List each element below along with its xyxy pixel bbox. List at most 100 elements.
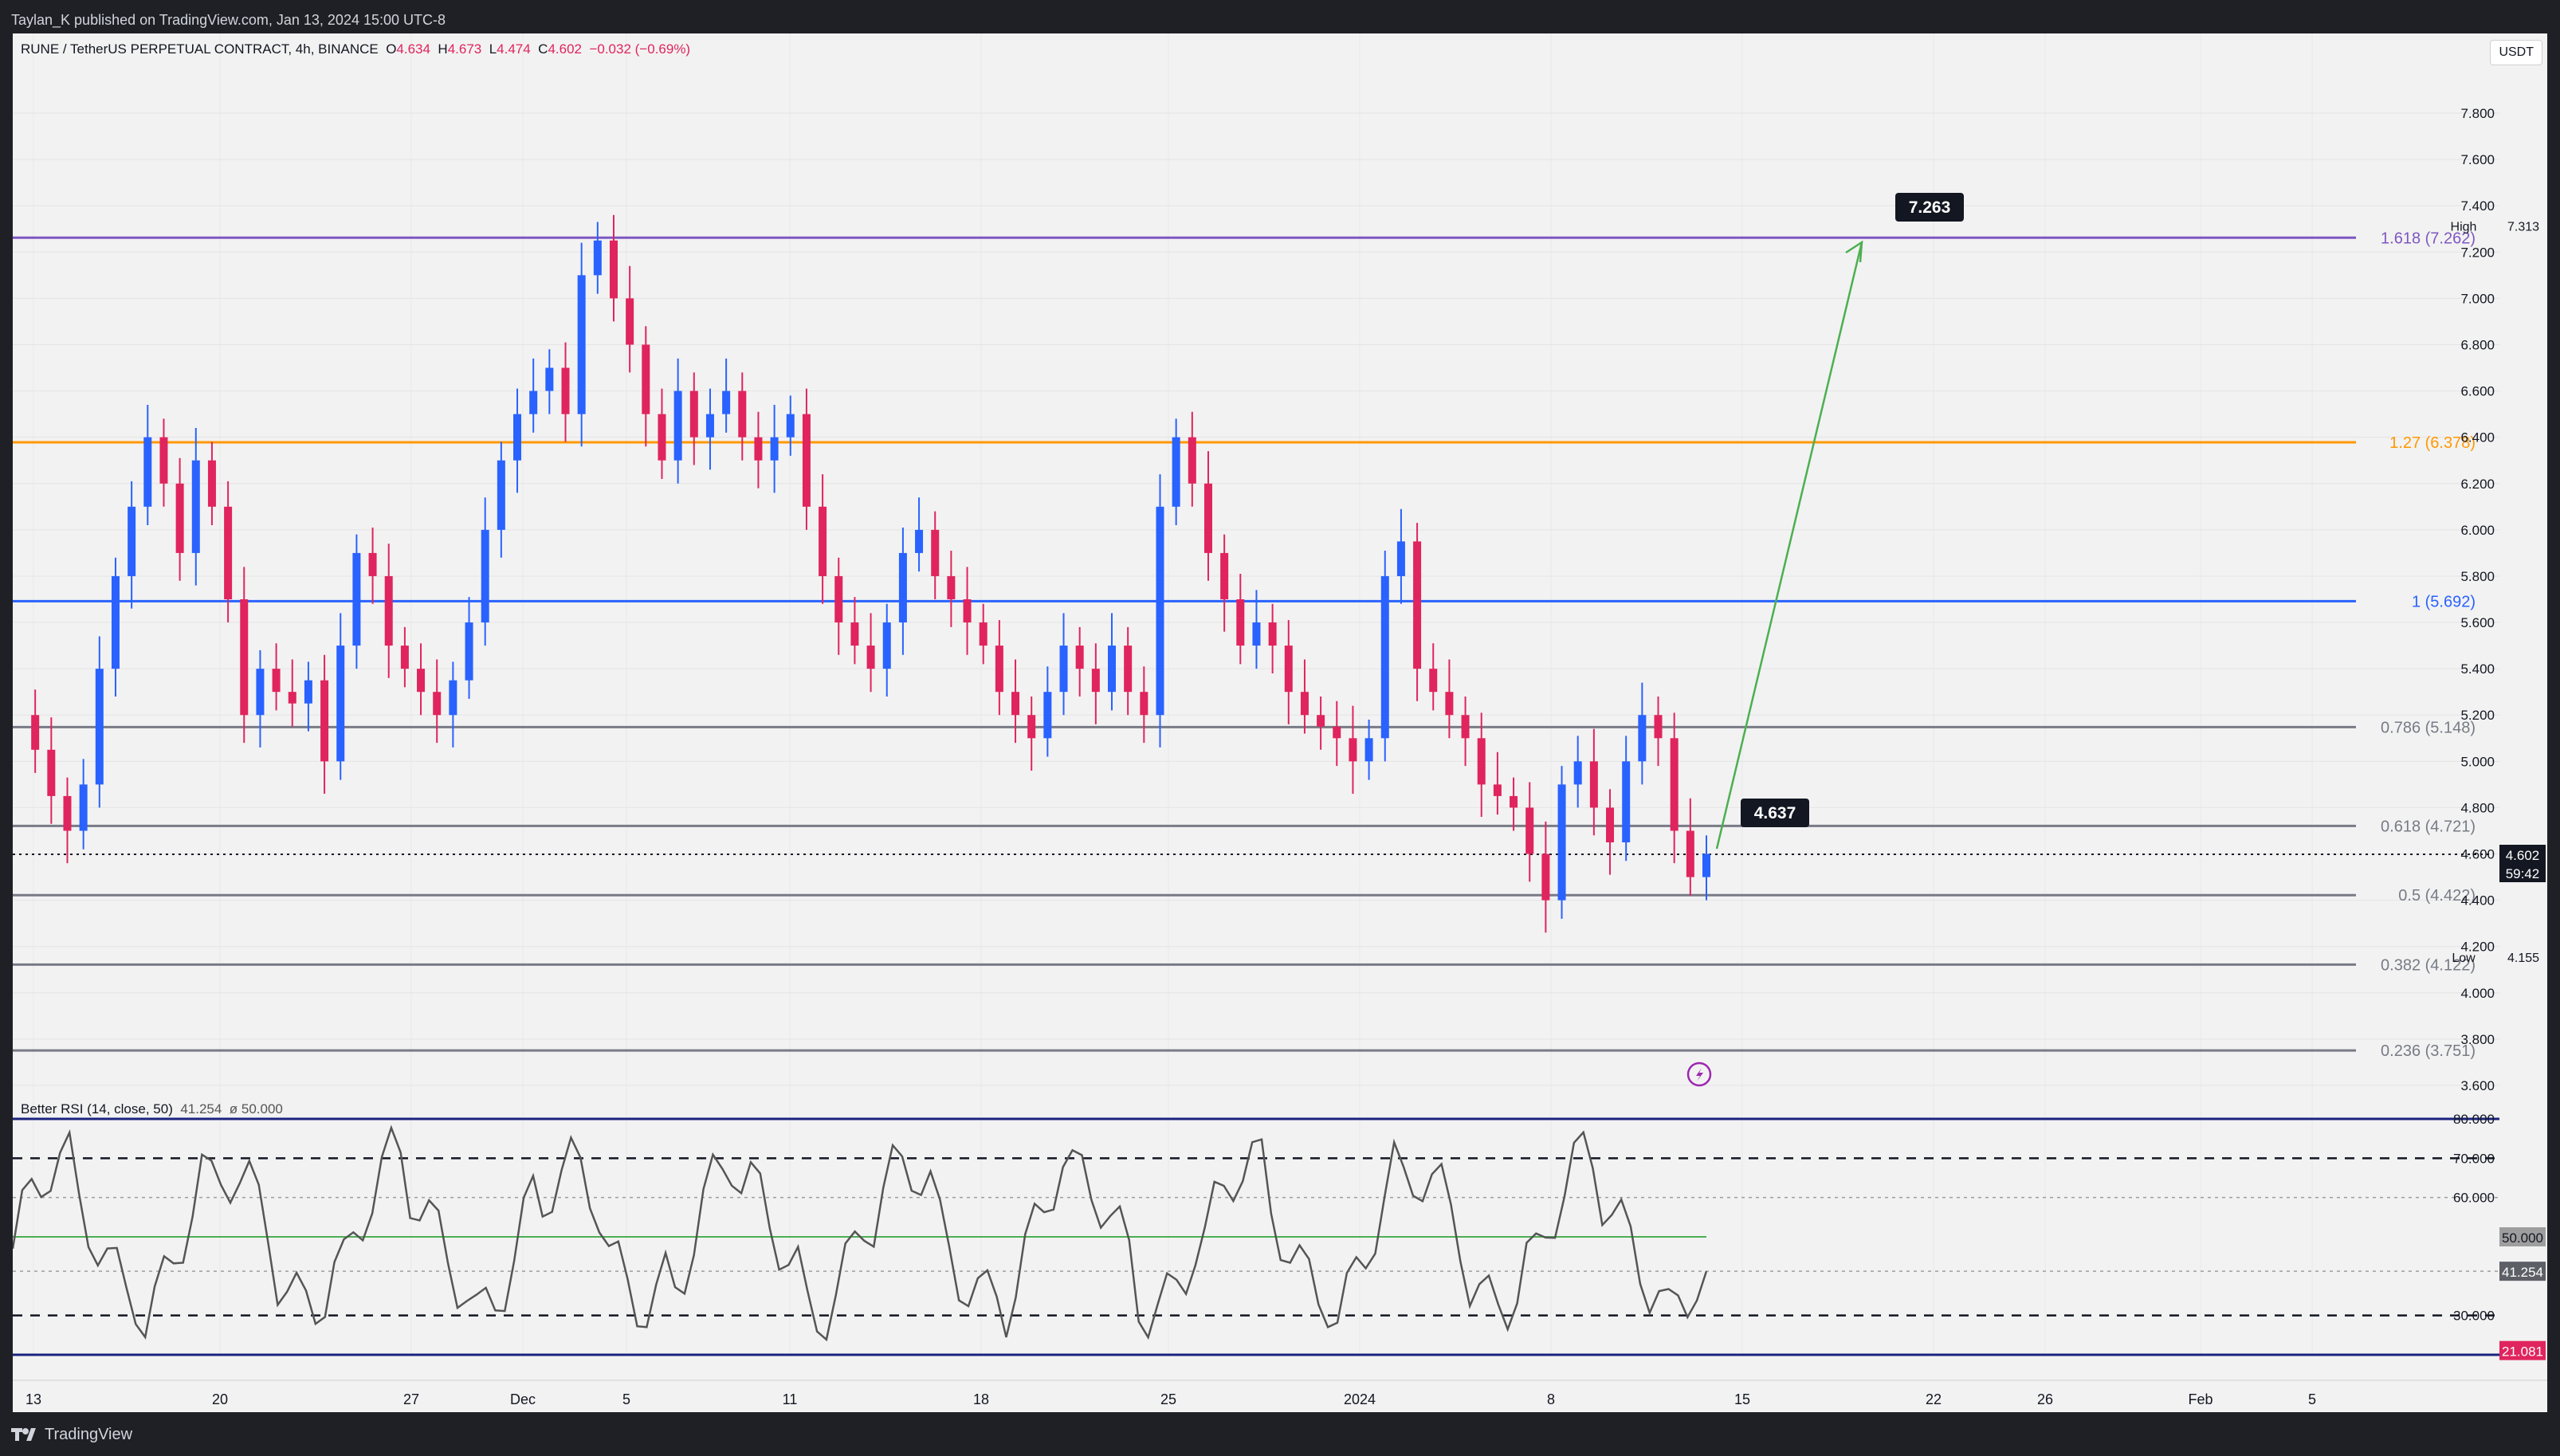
fib-label: 1 (5.692) bbox=[2412, 593, 2476, 610]
candle-body bbox=[449, 680, 457, 716]
fib-label: 0.382 (4.122) bbox=[2381, 956, 2476, 974]
currency-button[interactable]: USDT bbox=[2490, 40, 2542, 65]
candle-body bbox=[1172, 437, 1180, 507]
candle-body bbox=[1284, 646, 1293, 693]
rsi-axis-label: 60.000 bbox=[2453, 1191, 2495, 1206]
candle-body bbox=[1686, 830, 1694, 877]
high-tag: High bbox=[2451, 220, 2477, 234]
price-axis-label: 5.000 bbox=[2460, 754, 2495, 769]
countdown-tag: 59:42 bbox=[2506, 866, 2540, 881]
price-axis-label: 6.600 bbox=[2460, 384, 2495, 399]
time-axis-label: 5 bbox=[622, 1391, 630, 1407]
chart-area[interactable]: 1.618 (7.262) 1.27 (6.378) 1 (5.692) 0.786 … bbox=[13, 33, 2547, 1412]
low-tag: Low bbox=[2452, 952, 2476, 965]
candle-body bbox=[417, 669, 426, 693]
candle-body bbox=[1461, 715, 1470, 739]
candle-body bbox=[240, 599, 249, 716]
time-axis-label: 25 bbox=[1160, 1391, 1176, 1407]
candle-body bbox=[819, 506, 827, 576]
price-axis-label: 6.000 bbox=[2460, 523, 2495, 538]
candle-body bbox=[1380, 575, 1389, 739]
time-axis-label: 13 bbox=[26, 1391, 41, 1407]
price-axis-label: 3.800 bbox=[2460, 1032, 2495, 1047]
candle-body bbox=[384, 575, 393, 646]
candle-body bbox=[497, 460, 505, 530]
current-price-tag: 4.602 bbox=[2506, 848, 2540, 863]
price-axis-label: 4.000 bbox=[2460, 986, 2495, 1001]
fib-label: 1.27 (6.378) bbox=[2389, 434, 2476, 452]
price-chart-svg[interactable]: 1.618 (7.262) 1.27 (6.378) 1 (5.692) 0.786 … bbox=[13, 33, 2547, 1412]
price-axis-label: 7.800 bbox=[2460, 106, 2495, 121]
rsi-name: Better RSI (14, close, 50) bbox=[21, 1101, 173, 1117]
candle-body bbox=[1011, 692, 1020, 716]
candle-body bbox=[1043, 692, 1052, 739]
candles bbox=[31, 214, 1710, 933]
candle-body bbox=[1300, 692, 1309, 716]
candle-body bbox=[159, 437, 168, 484]
fib-label: 1.618 (7.262) bbox=[2381, 230, 2476, 247]
candle-body bbox=[79, 784, 88, 831]
price-axis-label: 6.400 bbox=[2460, 430, 2495, 445]
candle-body bbox=[963, 599, 972, 623]
price-axis-label: 5.800 bbox=[2460, 569, 2495, 584]
candle-body bbox=[802, 414, 811, 507]
candle-body bbox=[995, 646, 1003, 693]
time-axis-label: 20 bbox=[212, 1391, 228, 1407]
high-value: 4.673 bbox=[447, 41, 482, 57]
candle-body bbox=[1557, 784, 1566, 901]
candle-body bbox=[320, 680, 329, 762]
rsi-line bbox=[13, 1124, 1708, 1342]
fib-label: 0.236 (3.751) bbox=[2381, 1042, 2476, 1060]
candle-body bbox=[1220, 552, 1229, 599]
rsi-legend[interactable]: Better RSI (14, close, 50) 41.254 ø 50.0… bbox=[21, 1101, 283, 1117]
candle-body bbox=[1140, 692, 1148, 716]
candle-body bbox=[866, 646, 875, 669]
candle-body bbox=[1477, 738, 1486, 785]
candle-body bbox=[786, 414, 795, 438]
fib-label: 0.786 (5.148) bbox=[2381, 719, 2476, 736]
price-axis-label: 5.600 bbox=[2460, 615, 2495, 630]
rsi-low-tag-bg bbox=[2499, 1340, 2546, 1360]
target-callout-box bbox=[1895, 193, 1964, 222]
candle-body bbox=[1429, 669, 1438, 693]
candle-body bbox=[481, 529, 489, 623]
candle-body bbox=[400, 646, 409, 669]
candle-body bbox=[1510, 795, 1518, 808]
candle-body bbox=[1445, 692, 1454, 716]
candle-body bbox=[898, 552, 907, 623]
symbol-name: RUNE / TetherUS PERPETUAL CONTRACT, 4h, … bbox=[21, 41, 379, 57]
candle-body bbox=[705, 414, 714, 438]
candle-body bbox=[1203, 483, 1212, 553]
price-axis-label: 6.200 bbox=[2460, 477, 2495, 492]
candle-body bbox=[191, 460, 200, 553]
candle-body bbox=[1075, 646, 1084, 669]
rsi-lines bbox=[13, 1157, 2499, 1317]
candle-body bbox=[979, 622, 987, 646]
candle-body bbox=[1654, 715, 1663, 739]
low-label: L bbox=[489, 41, 497, 57]
lightning-icon bbox=[1686, 1062, 1712, 1087]
time-axis-label: 8 bbox=[1547, 1391, 1555, 1407]
price-axis-label: 5.400 bbox=[2460, 661, 2495, 677]
candle-body bbox=[465, 622, 473, 681]
open-value: 4.634 bbox=[396, 41, 430, 57]
candle-body bbox=[626, 298, 634, 345]
candle-body bbox=[336, 646, 345, 762]
candle-body bbox=[1493, 784, 1502, 796]
close-value: 4.602 bbox=[548, 41, 582, 57]
candle-body bbox=[770, 437, 779, 461]
price-axis-label: 4.400 bbox=[2460, 893, 2495, 909]
candle-body bbox=[1317, 715, 1325, 727]
candle-body bbox=[47, 749, 56, 796]
price-axis-label: 7.400 bbox=[2460, 198, 2495, 214]
symbol-legend[interactable]: RUNE / TetherUS PERPETUAL CONTRACT, 4h, … bbox=[21, 41, 690, 57]
rsi-axis-label: 70.000 bbox=[2453, 1151, 2495, 1166]
tradingview-logo-icon bbox=[11, 1427, 38, 1442]
price-axis-label: 3.600 bbox=[2460, 1078, 2495, 1093]
projection-arrow bbox=[1715, 241, 1863, 850]
candle-body bbox=[513, 414, 522, 461]
candle-body bbox=[1702, 854, 1710, 877]
candle-body bbox=[143, 437, 152, 507]
candle-body bbox=[111, 575, 120, 669]
candle-body bbox=[1541, 854, 1550, 901]
